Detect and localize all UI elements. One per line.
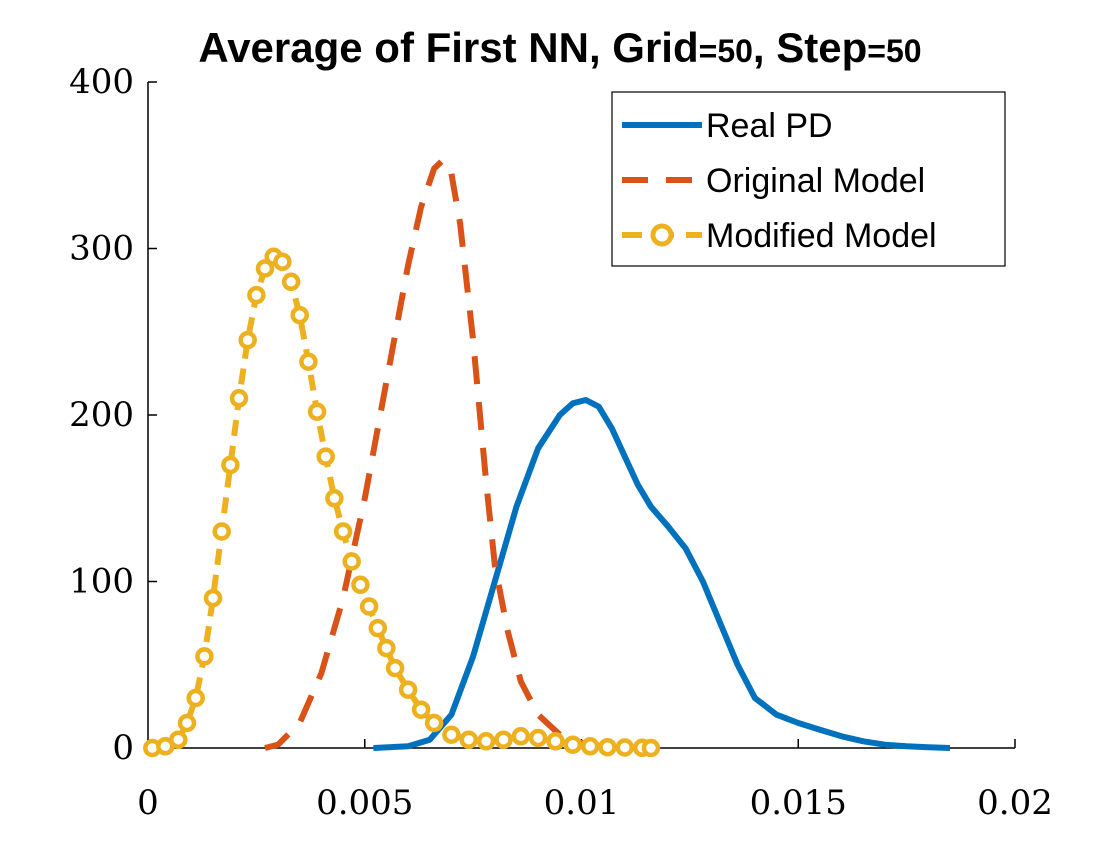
data-point (221, 455, 240, 475)
x-tick-label: 0 (137, 783, 159, 823)
chart-title-part: , Step (753, 24, 867, 71)
data-point (368, 618, 388, 638)
chart-title: Average of First NN, Grid=50, Step=50 (198, 24, 921, 71)
data-point (615, 738, 635, 757)
data-point (476, 732, 496, 751)
data-point (377, 638, 396, 658)
data-point (203, 588, 223, 608)
chart-title-part: =50 (867, 33, 921, 69)
data-point (424, 713, 444, 733)
data-point (351, 575, 370, 595)
data-point (546, 732, 565, 751)
data-point (290, 305, 309, 325)
y-tick-label: 300 (69, 229, 134, 269)
legend-marker (650, 223, 674, 247)
data-point (333, 522, 353, 541)
legend: Real PD Original Model Modified Model (611, 91, 1006, 267)
data-point (238, 330, 257, 350)
data-point (563, 735, 583, 754)
y-tick-label: 400 (69, 62, 134, 102)
data-point (186, 688, 205, 708)
data-point (528, 728, 548, 748)
y-tick-label: 200 (69, 395, 134, 435)
data-point (342, 552, 361, 571)
data-point (316, 447, 335, 466)
y-tick-label: 100 (69, 562, 134, 602)
data-point (641, 738, 661, 758)
data-point (598, 737, 617, 757)
chart-title-part: =50 (699, 33, 753, 69)
data-point (169, 730, 188, 749)
data-point (212, 522, 231, 541)
data-point (195, 647, 214, 666)
x-tick-label: 0.015 (750, 783, 847, 823)
legend-label: Modified Model (706, 217, 937, 255)
data-point (411, 700, 431, 719)
x-tick-label: 0.01 (544, 783, 620, 823)
data-point (385, 658, 405, 678)
legend-label: Original Model (706, 162, 925, 200)
y-tick-label: 0 (112, 728, 134, 768)
x-tick-label: 0.005 (316, 783, 413, 823)
data-point (442, 725, 461, 744)
series-layer (143, 157, 951, 758)
data-point (255, 259, 275, 278)
data-point (299, 352, 318, 371)
data-point (247, 285, 266, 305)
data-point (229, 389, 249, 408)
chart-title-part: Average of First NN, Grid (198, 24, 698, 71)
legend-label: Real PD (706, 107, 833, 145)
data-point (398, 680, 418, 699)
series-line (264, 157, 626, 751)
data-point (494, 730, 513, 749)
data-point (281, 272, 301, 292)
data-point (273, 252, 292, 272)
data-point (325, 489, 344, 508)
data-point (177, 713, 197, 733)
axes: 0 0.005 0.01 0.015 0.02 0 100 200 300 400 (69, 62, 1053, 823)
data-point (580, 737, 600, 756)
data-point (307, 402, 327, 421)
data-point (359, 597, 379, 616)
data-point (459, 730, 479, 749)
x-tick-label: 0.02 (977, 783, 1053, 823)
series-line (373, 397, 951, 751)
data-point (511, 727, 531, 746)
